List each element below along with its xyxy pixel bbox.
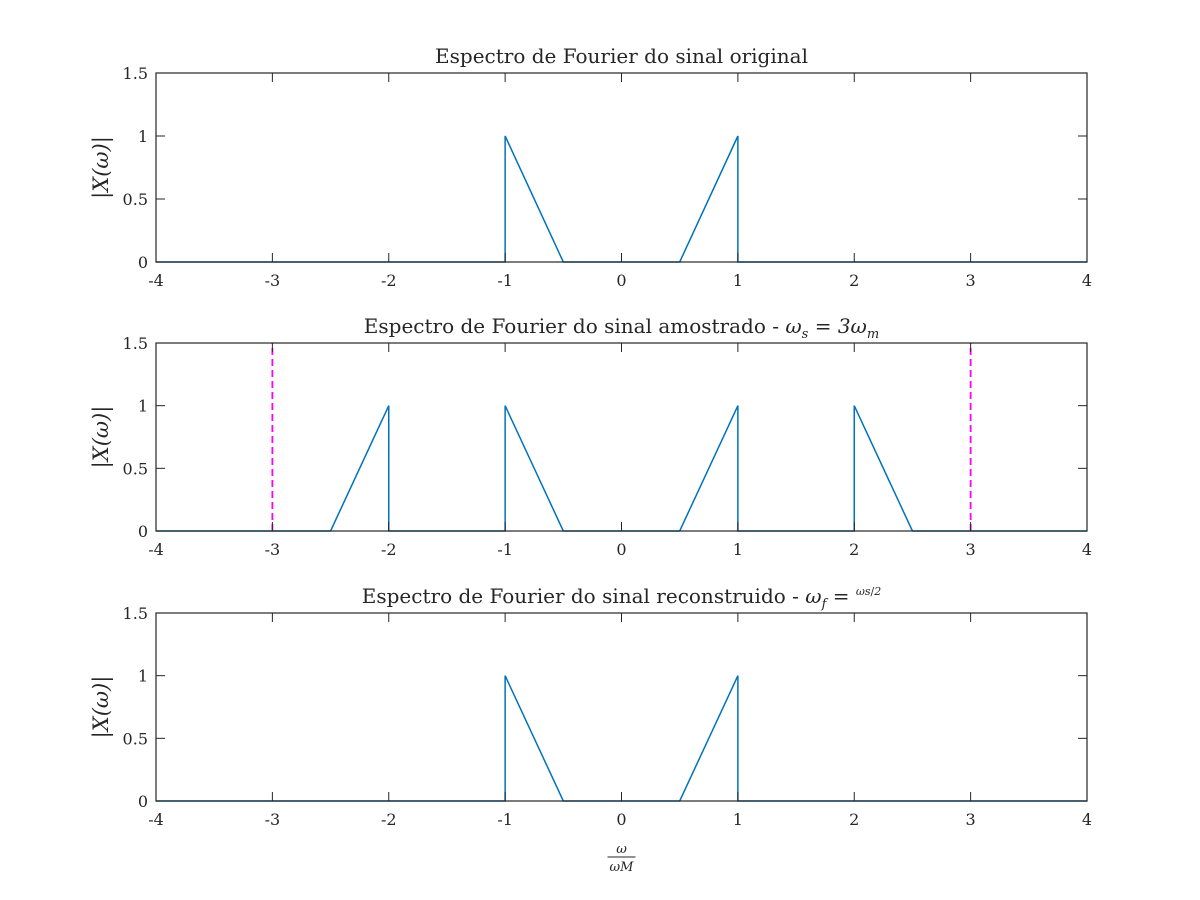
axes-box [155, 342, 1088, 532]
x-tick-label: 1 [733, 271, 743, 290]
x-tick-label: 2 [849, 540, 859, 559]
x-tick-label: 1 [733, 810, 743, 829]
subplot-title: Espectro de Fourier do sinal amostrado -… [364, 314, 879, 342]
x-tick-label: 0 [616, 271, 626, 290]
subplot-2: -4 -3 -2 -1 0 1 2 3 4 0 0.5 1 1.5 |X(ω)| Espectro de F… [89, 314, 1092, 559]
y-tick-label: 1.5 [123, 604, 148, 623]
y-tick-label: 0 [138, 253, 148, 272]
y-tick-label: 0 [138, 522, 148, 541]
spectrum-line-1-1 [156, 135, 1087, 263]
y-tick-label: 0.5 [123, 459, 148, 478]
x-tick-label: 0 [616, 810, 626, 829]
x-tick-label: 2 [849, 810, 859, 829]
x-tick-label: 3 [966, 540, 976, 559]
y-tick-label: 0 [138, 792, 148, 811]
axes-box [155, 72, 1088, 263]
x-tick-label: 1 [733, 540, 743, 559]
x-tick-label: -3 [265, 810, 281, 829]
y-tick-label: 0.5 [123, 729, 148, 748]
x-tick-label: -4 [148, 540, 164, 559]
spectrum-line-2-1 [156, 405, 1087, 532]
x-axis-label-denominator: ωM [610, 860, 635, 875]
y-tick-label: 1.5 [123, 334, 148, 353]
y-axis-label: |X(ω)| [89, 136, 114, 199]
x-tick-label: -4 [148, 271, 164, 290]
x-tick-label: -3 [265, 271, 281, 290]
x-tick-label: 4 [1082, 271, 1092, 290]
y-tick-label: 1.5 [123, 64, 148, 83]
x-tick-label: -2 [381, 810, 397, 829]
x-tick-label: 4 [1082, 540, 1092, 559]
x-axis-label-numerator: ω [616, 842, 627, 857]
x-tick-label: -4 [148, 810, 164, 829]
subplot-3: -4 -3 -2 -1 0 1 2 3 4 0 0.5 1 1.5 |X(ω)| Espectro de F… [89, 584, 1092, 875]
y-tick-label: 1 [138, 127, 148, 146]
x-tick-label: 2 [849, 271, 859, 290]
x-tick-label: 3 [966, 810, 976, 829]
x-tick-label: -2 [381, 540, 397, 559]
y-tick-label: 1 [138, 667, 148, 686]
x-tick-label: -1 [497, 271, 513, 290]
x-tick-label: 0 [616, 540, 626, 559]
subplot-1: -4 -3 -2 -1 0 1 2 3 4 0 0.5 1 1.5 |X(ω)| Espectro de F… [89, 44, 1092, 290]
x-tick-label: 3 [966, 271, 976, 290]
axes-box [155, 612, 1088, 802]
y-axis-label: |X(ω)| [89, 676, 114, 739]
spectrum-line-3-1 [156, 675, 1087, 802]
subplot-title: Espectro de Fourier do sinal reconstruid… [362, 584, 881, 612]
y-tick-label: 0.5 [123, 190, 148, 209]
x-tick-label: -1 [497, 540, 513, 559]
subplot-title: Espectro de Fourier do sinal original [435, 44, 808, 68]
x-tick-label: 4 [1082, 810, 1092, 829]
x-tick-label: -3 [265, 540, 281, 559]
x-tick-label: -2 [381, 271, 397, 290]
y-tick-label: 1 [138, 397, 148, 416]
x-tick-label: -1 [497, 810, 513, 829]
y-axis-label: |X(ω)| [89, 406, 114, 469]
